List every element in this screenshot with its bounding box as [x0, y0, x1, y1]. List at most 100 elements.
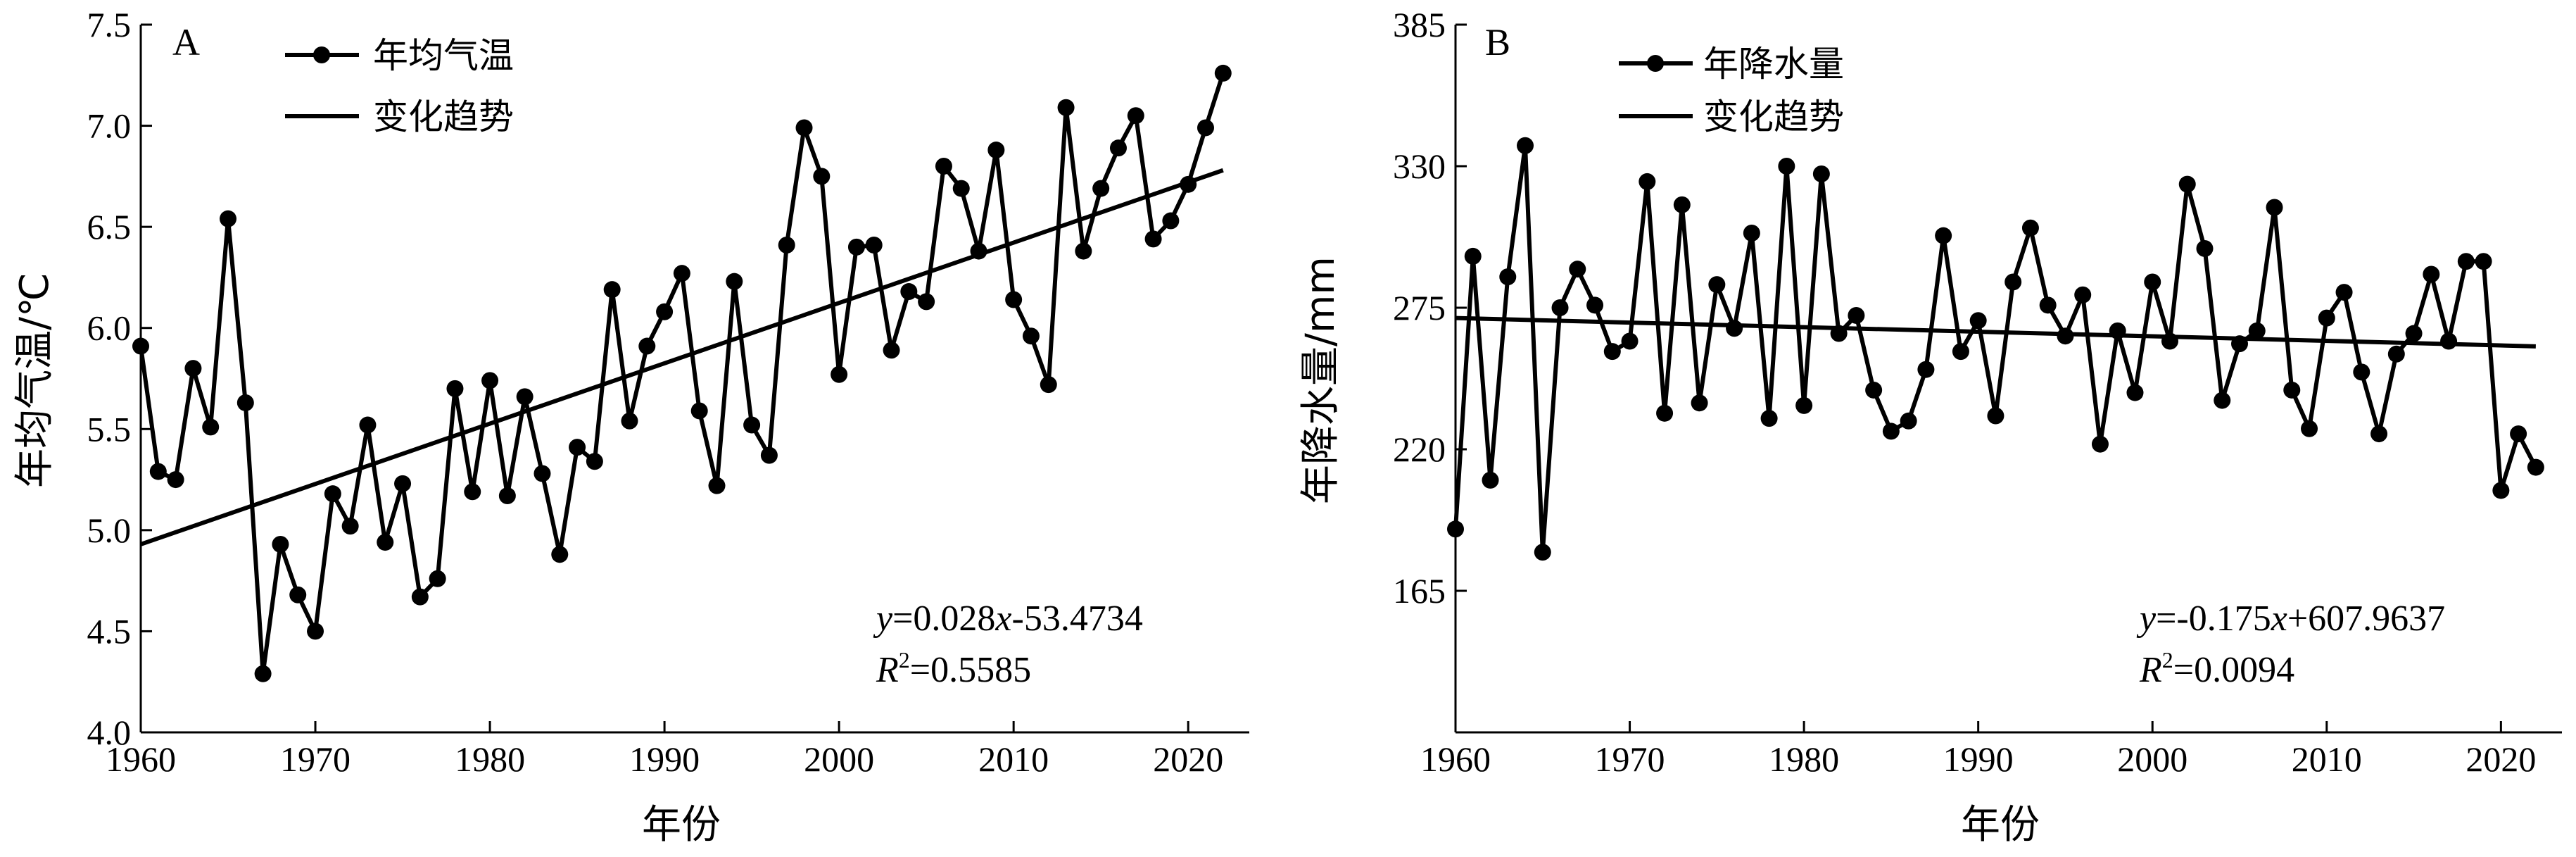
panel-b-data-point — [2457, 253, 2475, 270]
panel-b-data-point — [1812, 165, 1830, 182]
panel-b-data-point — [1482, 471, 1499, 489]
panel-a-data-point — [1162, 212, 1180, 230]
panel-b-data-point — [2423, 265, 2440, 283]
panel-a-data-point — [760, 446, 778, 464]
panel-b-data-point — [2196, 239, 2214, 257]
panel-b-y-tick-label: 220 — [1393, 430, 1446, 469]
panel-b-data-point — [1987, 407, 2004, 425]
panel-a-data-point — [1214, 64, 1232, 82]
panel-a-data-point — [220, 210, 237, 227]
panel-a-regression-equation: y=0.028x-53.4734 — [873, 599, 1143, 639]
panel-b-trend-line — [1455, 315, 2536, 349]
panel-a-data-point — [883, 342, 900, 359]
panel-b-data-point — [1621, 332, 1639, 350]
panel-a-x-tick-label: 1990 — [629, 739, 700, 779]
panel-b-x-tick-label: 1960 — [1420, 739, 1491, 779]
panel-b-data-point — [1969, 312, 1987, 330]
panel-a-data-point — [1092, 180, 1110, 197]
panel-a-x-tick-label: 1960 — [106, 739, 176, 779]
panel-a-data-point — [726, 273, 743, 290]
panel-a-data-point — [795, 119, 813, 137]
panel-a-data-point — [411, 588, 429, 606]
panel-a-data-point — [865, 236, 883, 254]
panel-a-data-point — [1040, 376, 1057, 394]
panel-b-data-point — [2057, 327, 2074, 345]
panel-a-y-tick-label: 6.5 — [87, 207, 132, 246]
panel-b-data-point — [1603, 343, 1621, 361]
panel-a-data-point — [1022, 327, 1040, 345]
panel-a-data-point — [900, 283, 918, 301]
panel-b-data-point — [1551, 299, 1569, 316]
panel-b-data-point — [2510, 425, 2527, 443]
panel-b-x-tick-label: 1980 — [1769, 739, 1839, 779]
panel-a-data-point — [341, 518, 359, 535]
panel-b-data-point — [1673, 196, 1691, 213]
panel-a-x-tick-label: 1980 — [455, 739, 525, 779]
panel-b-x-tick-label: 2020 — [2465, 739, 2536, 779]
panel-b-data-point — [2301, 420, 2318, 437]
panel-a-y-tick-label: 4.5 — [87, 611, 132, 651]
panel-a-data-point — [254, 665, 272, 682]
panel-b-data-point — [2266, 199, 2283, 216]
panel-a-data-point — [1197, 119, 1214, 137]
panel-b-data-point — [1795, 396, 1813, 414]
panel-a-data-point — [149, 463, 167, 480]
panel-b-data-point — [1935, 227, 1952, 244]
panel-a-data-point — [569, 439, 586, 456]
panel-a-y-tick-label: 5.5 — [87, 409, 132, 449]
panel-a-data-point — [831, 365, 848, 383]
panel-b-data-point — [1534, 544, 1551, 561]
panel-b-data-point — [1639, 173, 1656, 190]
panel-b-data-point — [1499, 268, 1517, 286]
panel-b-label: B — [1485, 21, 1510, 63]
panel-a-data-point — [1127, 107, 1144, 125]
panel-a-data-point — [970, 242, 987, 260]
panel-b-data-point — [2370, 425, 2388, 443]
panel-b-data-point — [2178, 175, 2196, 193]
panel-b-data-point — [1464, 247, 1482, 265]
panel-a-y-tick-label: 5.0 — [87, 511, 132, 550]
panel-b-data-point — [1760, 410, 1778, 427]
panel-a-data-point — [1057, 99, 1075, 116]
panel-a-data-point — [498, 487, 516, 505]
panel-a-x-axis-label: 年份 — [642, 802, 721, 848]
panel-a-data-point — [813, 168, 831, 185]
panel-b-data-point — [1882, 423, 1900, 440]
panel-a-data-point — [952, 180, 970, 197]
panel-a-y-axis-label: 年均气温/℃ — [12, 273, 58, 488]
panel-a-y-tick-label: 6.0 — [87, 308, 132, 348]
panel-a-data-point — [987, 142, 1005, 159]
panel-b-y-axis-label: 年降水量/mm — [1298, 256, 1344, 504]
panel-a-x-tick-label: 1970 — [280, 739, 351, 779]
panel-b-data-point — [1743, 225, 1760, 242]
panel-a-data-point — [778, 236, 795, 254]
panel-a-data-point — [429, 570, 446, 587]
panel-b-data-point — [2109, 322, 2126, 339]
panel-a-trend-line — [140, 168, 1224, 546]
panel-a-data-point — [603, 281, 621, 299]
panel-b-data-point — [1569, 261, 1586, 278]
panel-b-data-point — [2214, 392, 2231, 409]
panel-b-x-axis-label: 年份 — [1961, 802, 2040, 848]
panel-b-data-point — [2248, 322, 2266, 339]
panel-a-data-point — [446, 380, 464, 397]
panel-a-data-point — [690, 402, 708, 420]
panel-b-data-point — [1586, 296, 1604, 314]
panel-b-data-point — [2091, 435, 2109, 453]
panel-a-data-point — [324, 485, 341, 503]
panel-b-x-tick-label: 2010 — [2292, 739, 2362, 779]
panel-a-y-tick-label: 7.0 — [87, 106, 132, 146]
panel-b-data-point — [1517, 137, 1534, 154]
panel-b-data-point — [2405, 325, 2423, 342]
panel-b-data-point — [2074, 286, 2092, 304]
panel-b-data-point — [1952, 343, 1969, 361]
panel-b-y-tick-label: 330 — [1393, 146, 1446, 186]
panel-a-data-point — [289, 586, 307, 603]
panel-a-data-point — [236, 394, 254, 411]
panel-b-data-point — [2475, 253, 2492, 270]
panel-b-data-point — [2492, 482, 2510, 499]
panel-a-legend-series-name: 年均气温 — [373, 35, 514, 76]
panel-a-data-point — [307, 623, 324, 640]
panel-b-data-point — [2440, 332, 2458, 350]
panel-b-data-point — [1917, 361, 1935, 378]
